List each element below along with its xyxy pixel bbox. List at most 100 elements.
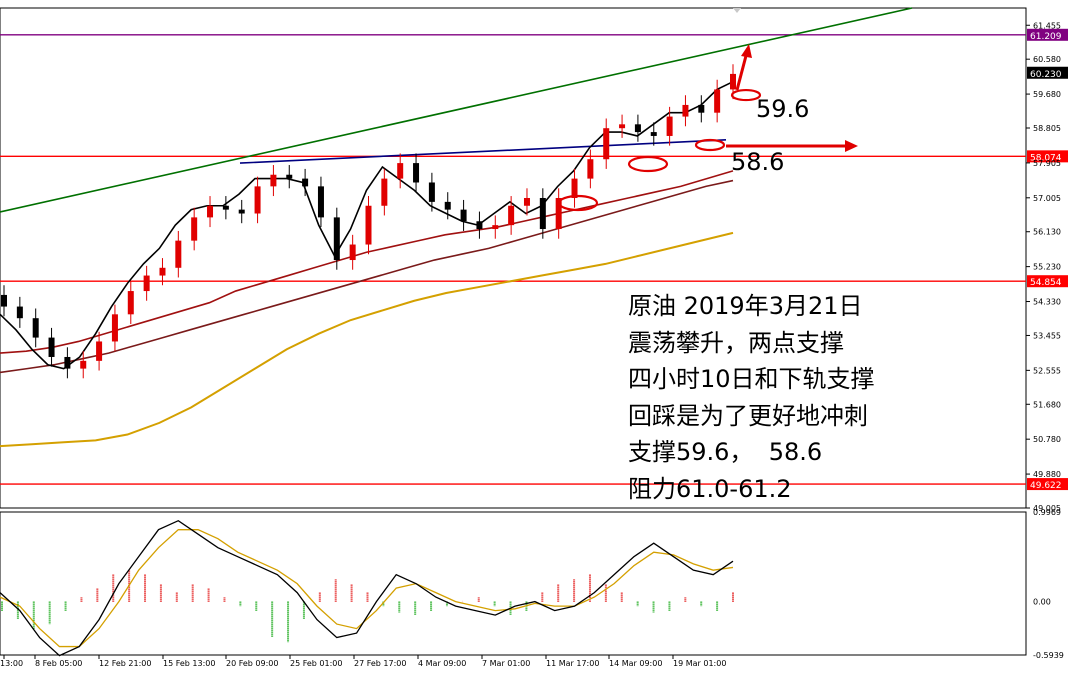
ma-mid-line bbox=[0, 170, 734, 354]
time-tick-label: 7 Mar 01:00 bbox=[482, 659, 530, 668]
price-level-lines: 61.209 60.230 58.074 54.854 49.622 bbox=[0, 28, 1068, 491]
analysis-line-3: 回踩是为了更好地冲刺 bbox=[628, 401, 868, 430]
candle-body bbox=[714, 89, 721, 113]
candle-body bbox=[428, 182, 435, 202]
time-tick-label: 13:00 bbox=[0, 659, 23, 668]
price-tick-label: 50.780 bbox=[1033, 435, 1061, 444]
candle-body bbox=[523, 197, 530, 206]
rising-channel-line bbox=[0, 7, 913, 213]
price-level-tag-text-1: 60.230 bbox=[1030, 70, 1062, 80]
price-level-tag-0 bbox=[1027, 28, 1068, 41]
markers bbox=[557, 44, 858, 212]
candle-body bbox=[317, 186, 324, 218]
oscillator-panel: 0.9969 0.00 -0.5939 bbox=[0, 508, 1064, 660]
candle-body bbox=[476, 221, 483, 230]
candle-body bbox=[492, 225, 499, 230]
breakout-arrow-head bbox=[741, 44, 752, 58]
price-tick-label: 58.805 bbox=[1033, 124, 1061, 133]
candle-body bbox=[191, 217, 198, 241]
analysis-line-5: 阻力61.0-61.2 bbox=[628, 474, 792, 503]
oscillator-pane-border bbox=[0, 511, 1027, 656]
breakout-arrow-shaft bbox=[735, 51, 749, 91]
price-tick-label: 60.580 bbox=[1033, 55, 1061, 64]
candle-body bbox=[175, 240, 182, 268]
candle-body bbox=[159, 267, 166, 276]
candle-body bbox=[539, 197, 546, 230]
time-tick-label: 15 Feb 13:00 bbox=[163, 659, 215, 668]
time-tick-label: 12 Feb 21:00 bbox=[99, 659, 151, 668]
candle-body bbox=[349, 244, 356, 261]
candle-body bbox=[32, 318, 39, 338]
candle-body bbox=[270, 174, 277, 187]
candle-body bbox=[333, 217, 340, 261]
chart-frame bbox=[0, 7, 1027, 656]
candle-body bbox=[80, 360, 87, 369]
time-tick-label: 25 Feb 01:00 bbox=[290, 659, 342, 668]
time-axis: 13:00 8 Feb 05:00 12 Feb 21:00 15 Feb 13:00… bbox=[0, 655, 726, 668]
candle-body bbox=[571, 178, 578, 198]
oscillator-tick-label: 0.00 bbox=[1033, 598, 1051, 607]
time-tick-label: 19 Mar 01:00 bbox=[673, 659, 726, 668]
price-level-tag-text-0: 61.209 bbox=[1030, 32, 1062, 42]
trend-lines bbox=[0, 7, 913, 213]
support-ring-mid bbox=[694, 138, 726, 152]
price-level-tag-3 bbox=[1027, 275, 1068, 288]
candle-body bbox=[238, 209, 245, 214]
candle-body bbox=[508, 205, 515, 226]
time-tick-label: 11 Mar 17:00 bbox=[546, 659, 599, 668]
main-pane-border bbox=[0, 7, 1027, 509]
candle-body bbox=[587, 159, 594, 179]
candle-body bbox=[413, 163, 420, 183]
candle-body bbox=[603, 128, 610, 160]
price-level-tag-text-2: 58.074 bbox=[1030, 153, 1062, 163]
candle-body bbox=[555, 197, 562, 230]
ma-short-line bbox=[0, 80, 734, 370]
analysis-line-2: 四小时10日和下轨支撑 bbox=[628, 365, 875, 393]
price-tick-label: 57.905 bbox=[1033, 159, 1061, 168]
support-ring-upper bbox=[730, 88, 762, 102]
candle-body bbox=[666, 116, 673, 136]
candle-body bbox=[111, 314, 118, 342]
candle-body bbox=[64, 356, 71, 369]
price-tick-label: 53.455 bbox=[1033, 331, 1061, 340]
price-tick-label: 59.680 bbox=[1033, 90, 1061, 99]
price-tick-label: 49.005 bbox=[1033, 504, 1061, 513]
candle-body bbox=[381, 178, 388, 206]
candle-body bbox=[302, 178, 309, 187]
oscillator-line bbox=[0, 519, 734, 657]
candle-body bbox=[1, 294, 7, 307]
price-level-tag-1 bbox=[1027, 66, 1068, 79]
price-level-tag-2 bbox=[1027, 150, 1068, 163]
candle-body bbox=[682, 104, 689, 117]
callout-upper-support: 59.6 bbox=[756, 95, 810, 123]
candle-body bbox=[143, 275, 150, 292]
price-tick-label: 56.130 bbox=[1033, 228, 1061, 237]
candle-body bbox=[48, 337, 55, 357]
candle-body bbox=[619, 124, 626, 129]
price-tick-label: 55.230 bbox=[1033, 263, 1061, 272]
price-tick-label: 49.880 bbox=[1033, 470, 1061, 479]
candle-body bbox=[286, 174, 293, 179]
support-ring-pullback bbox=[557, 194, 599, 212]
price-tick-label: 52.555 bbox=[1033, 366, 1061, 375]
candles bbox=[1, 64, 736, 379]
candle-body bbox=[730, 73, 736, 90]
callout-lower-support: 58.6 bbox=[731, 148, 785, 176]
candle-body bbox=[634, 124, 641, 133]
support-ring-lower bbox=[627, 155, 669, 173]
moving-averages bbox=[0, 80, 734, 448]
price-tick-label: 54.330 bbox=[1033, 298, 1061, 307]
time-tick-label: 8 Feb 05:00 bbox=[35, 659, 82, 668]
time-tick-label: 20 Feb 09:00 bbox=[226, 659, 278, 668]
price-level-tag-text-3: 54.854 bbox=[1030, 278, 1062, 288]
analysis-line-4: 支撑59.6， 58.6 bbox=[628, 438, 823, 466]
price-tick-label: 57.005 bbox=[1033, 194, 1061, 203]
time-tick-label: 27 Feb 17:00 bbox=[354, 659, 406, 668]
price-level-tag-text-4: 49.622 bbox=[1030, 481, 1062, 491]
analysis-line-1: 震荡攀升，两点支撑 bbox=[628, 328, 844, 357]
price-axis: 61.455 60.580 59.680 58.805 57.905 57.005 56.1… bbox=[1026, 21, 1061, 513]
candle-body bbox=[96, 341, 103, 361]
ma-200-line bbox=[0, 231, 734, 448]
